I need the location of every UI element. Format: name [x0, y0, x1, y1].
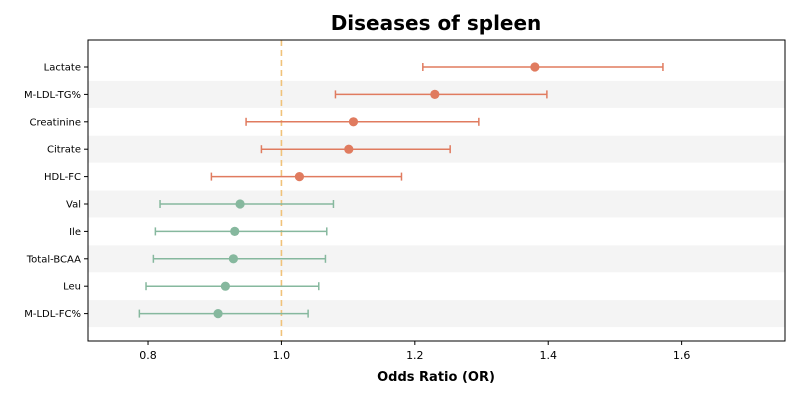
x-axis-ticks: 0.8 1.0 1.2 1.4 1.6: [139, 341, 690, 362]
x-tick-label: 1.0: [273, 349, 291, 362]
point-estimates: [213, 62, 540, 319]
point-estimate: [344, 144, 354, 154]
x-tick-label: 1.4: [539, 349, 557, 362]
y-tick-label: Val: [66, 200, 81, 211]
y-tick-label: Lactate: [44, 63, 81, 74]
point-estimate: [294, 172, 305, 182]
point-estimate: [235, 199, 245, 209]
point-estimate: [430, 89, 440, 99]
x-tick-label: 1.2: [406, 349, 424, 362]
y-axis-ticks: Lactate M-LDL-TG% Creatinine Citrate HDL-FC V…: [24, 63, 88, 320]
y-tick-label: Leu: [63, 282, 81, 293]
x-tick-label: 0.8: [139, 349, 157, 362]
point-estimate: [230, 226, 240, 236]
point-estimate: [530, 62, 540, 72]
y-tick-label: HDL-FC: [44, 172, 81, 183]
y-tick-label: M-LDL-FC%: [24, 309, 81, 320]
chart-title: Diseases of spleen: [331, 11, 542, 35]
y-tick-label: M-LDL-TG%: [24, 90, 81, 101]
y-tick-label: Ile: [69, 227, 81, 238]
y-tick-label: Total-BCAA: [26, 254, 81, 265]
x-axis-label: Odds Ratio (OR): [377, 370, 495, 385]
plot-frame: [87, 39, 786, 342]
point-estimate: [348, 117, 359, 127]
point-estimate: [228, 254, 239, 264]
point-estimate: [220, 281, 230, 291]
x-tick-label: 1.6: [673, 349, 691, 362]
point-estimate: [213, 309, 223, 319]
error-bars: [138, 63, 664, 318]
y-tick-label: Creatinine: [30, 117, 81, 128]
y-tick-label: Citrate: [47, 145, 81, 156]
